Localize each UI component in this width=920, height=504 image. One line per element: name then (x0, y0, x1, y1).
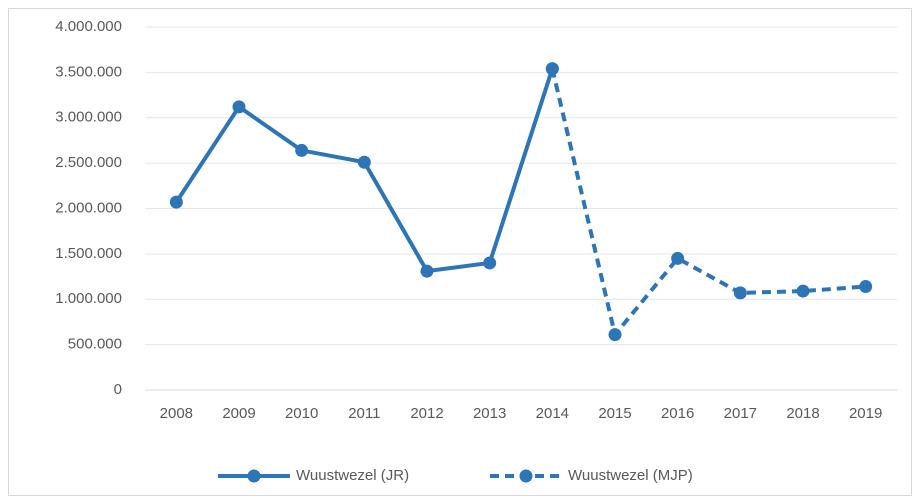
data-point (859, 280, 873, 294)
data-point (608, 328, 622, 342)
x-tick-label: 2010 (285, 405, 318, 422)
series-line (550, 68, 866, 340)
legend-marker (247, 469, 261, 483)
data-point (671, 251, 685, 265)
data-point (169, 195, 183, 209)
data-point (232, 100, 246, 114)
legend-label: Wuustwezel (MJP) (568, 467, 693, 484)
x-tick-label: 2018 (786, 405, 819, 422)
data-point (733, 286, 747, 300)
x-tick-label: 2008 (160, 405, 193, 422)
x-tick-label: 2013 (473, 405, 506, 422)
x-tick-label: 2019 (849, 405, 882, 422)
legend-label: Wuustwezel (JR) (296, 467, 409, 484)
x-tick-label: 2016 (661, 405, 694, 422)
data-point (357, 155, 371, 169)
data-point (796, 284, 810, 298)
y-tick-label: 3.500.000 (55, 63, 122, 80)
x-tick-label: 2017 (724, 405, 757, 422)
y-tick-label: 2.500.000 (55, 154, 122, 171)
data-point (420, 264, 434, 278)
y-tick-label: 500.000 (68, 336, 122, 353)
x-tick-label: 2015 (598, 405, 631, 422)
chart-frame (8, 8, 912, 496)
legend-marker (519, 469, 533, 483)
y-tick-label: 1.500.000 (55, 245, 122, 262)
data-point (295, 143, 309, 157)
y-tick-label: 3.000.000 (55, 109, 122, 126)
x-tick-label: 2009 (222, 405, 255, 422)
y-tick-label: 1.000.000 (55, 290, 122, 307)
y-tick-label: 0 (114, 381, 122, 398)
x-tick-label: 2014 (536, 405, 569, 422)
x-tick-label: 2011 (348, 405, 380, 422)
x-tick-label: 2012 (410, 405, 443, 422)
data-point (483, 256, 497, 270)
data-point (545, 62, 559, 76)
y-tick-label: 4.000.000 (55, 18, 122, 35)
y-tick-label: 2.000.000 (55, 199, 122, 216)
